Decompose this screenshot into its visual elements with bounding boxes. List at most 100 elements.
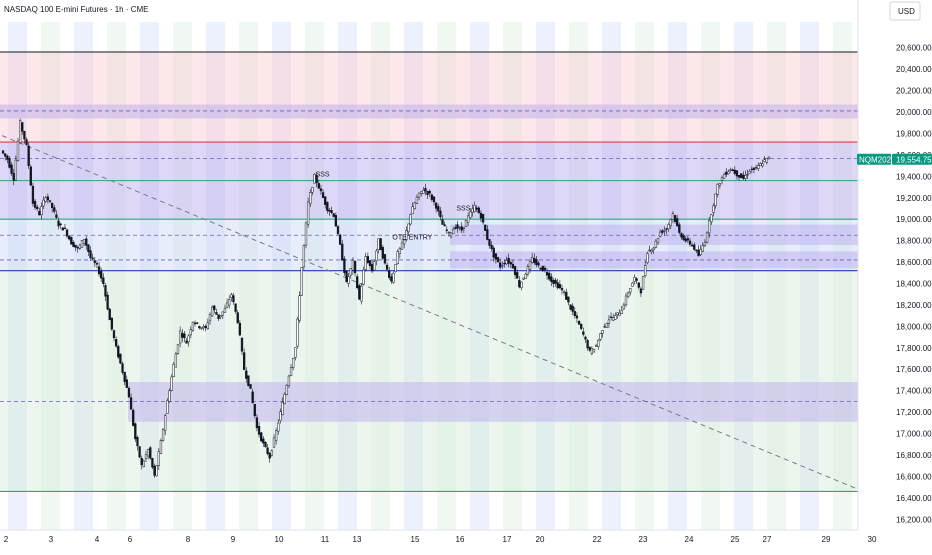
candle-body bbox=[298, 295, 301, 321]
candle-body bbox=[353, 261, 357, 273]
candle-body bbox=[718, 183, 722, 186]
trendline bbox=[1, 135, 859, 490]
price-tick-label: 20,600.00 bbox=[896, 44, 932, 53]
candle-body bbox=[255, 417, 259, 429]
price-tick-label: 16,400.00 bbox=[896, 494, 932, 503]
candle-body bbox=[185, 340, 188, 344]
price-axis-ticks: 20,600.00 20,400.00 20,200.00 20,000.00 19,8… bbox=[896, 44, 932, 525]
candle-body bbox=[134, 423, 137, 440]
candle-body bbox=[287, 375, 291, 387]
candle-body bbox=[27, 145, 30, 166]
candle-body bbox=[223, 308, 227, 313]
candle-body bbox=[545, 271, 549, 276]
candle-body bbox=[693, 244, 696, 250]
candle-body bbox=[247, 375, 250, 386]
candle-body bbox=[492, 247, 495, 258]
candle-body bbox=[748, 170, 751, 174]
candle-body bbox=[29, 166, 32, 186]
candle-body bbox=[78, 244, 82, 249]
candle-body bbox=[210, 306, 214, 317]
candle-body bbox=[170, 376, 173, 391]
chart-annotation: SSS bbox=[316, 171, 330, 178]
price-tick-label: 17,000.00 bbox=[896, 430, 932, 439]
candle-body bbox=[61, 227, 64, 231]
candle-body bbox=[4, 153, 7, 157]
candle-body bbox=[193, 322, 197, 325]
candle-body bbox=[362, 269, 365, 285]
time-tick-label: 2 bbox=[4, 535, 9, 544]
candle-body bbox=[364, 256, 367, 270]
candle-body bbox=[729, 169, 732, 171]
candle-body bbox=[434, 202, 438, 209]
candle-body bbox=[87, 244, 90, 252]
time-axis-ticks: 2 3 4 6 8 9 10 11 13 15 16 17 20 22 23 24 25 27 29 30 bbox=[4, 535, 877, 544]
candle-body bbox=[23, 130, 26, 140]
candle-body bbox=[142, 460, 146, 467]
currency-box[interactable] bbox=[889, 1, 921, 21]
session-band bbox=[569, 22, 588, 530]
price-badge-label: 19,554.75 bbox=[896, 156, 932, 165]
price-zone bbox=[0, 270, 890, 492]
candle-body bbox=[722, 174, 726, 179]
candle-body bbox=[76, 247, 79, 249]
candle-body bbox=[181, 332, 184, 338]
candle-body bbox=[552, 280, 555, 285]
candle-body bbox=[665, 228, 668, 230]
time-tick-label: 13 bbox=[353, 535, 362, 544]
candle-body bbox=[462, 227, 466, 229]
price-tick-label: 16,600.00 bbox=[896, 472, 932, 481]
candle-body bbox=[740, 173, 743, 179]
candle-body bbox=[40, 206, 43, 216]
candle-body bbox=[605, 323, 608, 328]
candle-body bbox=[413, 202, 416, 210]
candle-body bbox=[699, 249, 702, 256]
session-band bbox=[701, 22, 720, 530]
candle-body bbox=[737, 174, 741, 178]
candle-body bbox=[609, 316, 613, 318]
candle-body bbox=[309, 192, 312, 204]
price-zone bbox=[0, 52, 890, 143]
candle-body bbox=[174, 353, 178, 368]
candle-body bbox=[311, 187, 314, 193]
candle-body bbox=[612, 317, 615, 321]
candle-body bbox=[112, 330, 116, 339]
candle-body bbox=[151, 458, 154, 468]
candle-body bbox=[206, 322, 210, 329]
candle-body bbox=[321, 192, 325, 198]
price-tick-label: 17,400.00 bbox=[896, 387, 932, 396]
chart-annotation: SSS bbox=[456, 206, 470, 213]
candle-body bbox=[629, 288, 632, 293]
candle-body bbox=[417, 192, 421, 198]
candle-body bbox=[334, 215, 338, 227]
candle-body bbox=[375, 250, 378, 261]
price-zone bbox=[0, 219, 890, 271]
candle-body bbox=[469, 211, 472, 218]
candle-body bbox=[149, 447, 152, 459]
session-band bbox=[833, 22, 852, 530]
symbol-badge-label: NQM2025 bbox=[859, 156, 896, 165]
candle-body bbox=[703, 242, 707, 246]
candle-body bbox=[245, 370, 248, 379]
candle-body bbox=[63, 227, 67, 230]
candle-body bbox=[196, 322, 199, 324]
annotations: OTE ENTRY SSS SSS bbox=[316, 171, 471, 241]
candle-body bbox=[646, 253, 649, 263]
candle-body bbox=[21, 122, 24, 132]
candle-body bbox=[580, 323, 583, 329]
chart-annotation: OTE ENTRY bbox=[392, 235, 432, 242]
price-tick-label: 19,000.00 bbox=[896, 215, 932, 224]
candle-body bbox=[697, 249, 700, 257]
candle-body bbox=[676, 218, 679, 227]
candle-body bbox=[484, 224, 487, 231]
price-zone bbox=[450, 224, 890, 245]
candle-body bbox=[178, 330, 182, 344]
session-band bbox=[140, 22, 159, 530]
candle-body bbox=[705, 232, 709, 243]
candle-body bbox=[637, 282, 640, 288]
price-tick-label: 18,000.00 bbox=[896, 322, 932, 331]
price-zone bbox=[128, 382, 890, 422]
candle-body bbox=[16, 140, 20, 161]
candle-body bbox=[366, 256, 370, 263]
